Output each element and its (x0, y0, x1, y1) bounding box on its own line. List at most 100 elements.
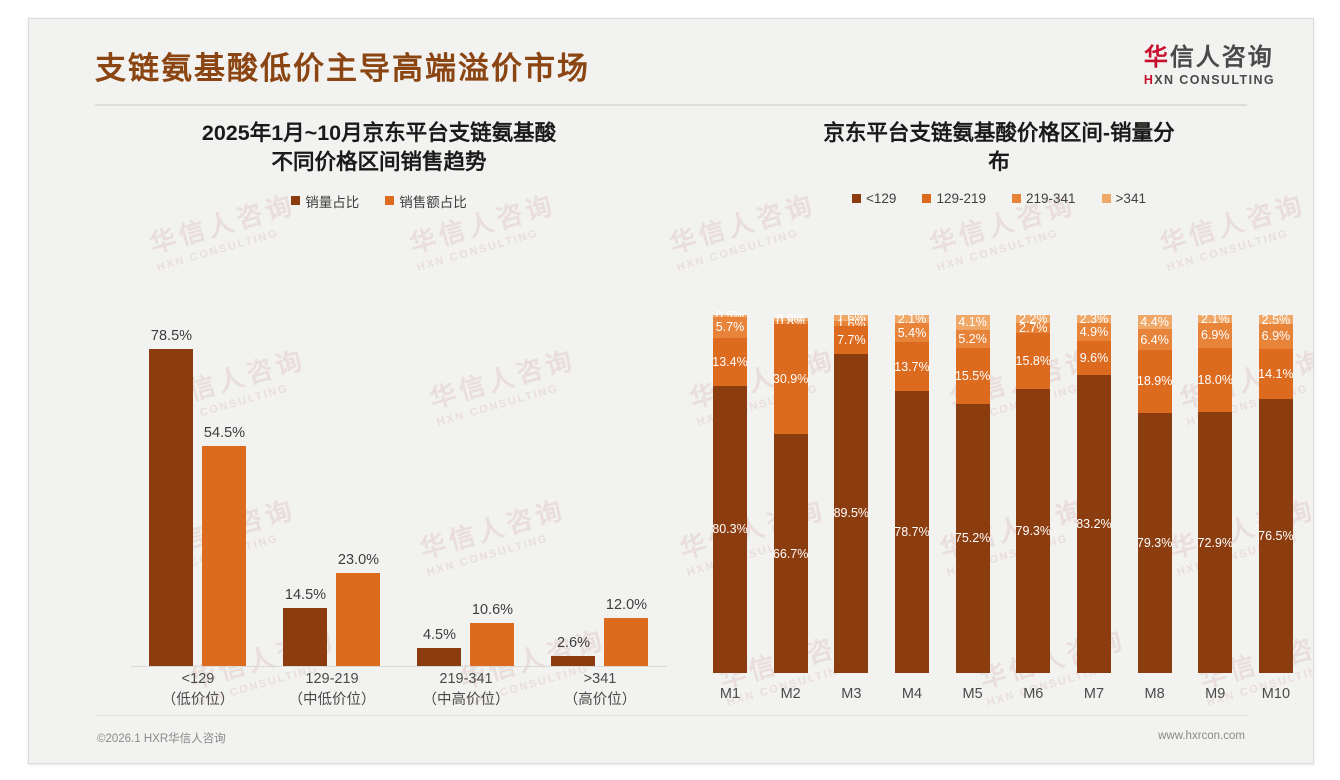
stacked-bar-segment[interactable]: 13.7% (894, 342, 930, 392)
bar-value-label: 14.5% (284, 586, 327, 603)
bar-column[interactable]: 23.0% (336, 323, 381, 666)
legend-swatch-icon (1012, 193, 1021, 203)
stacked-bar-segment[interactable]: 66.7% (773, 434, 808, 673)
stacked-bar-segment[interactable]: 14.1% (1258, 348, 1294, 400)
stacked-bar-segment[interactable]: 5.4% (894, 322, 929, 343)
legend-item[interactable]: <129 (852, 191, 896, 206)
segment-value-label: 2.1% (897, 312, 927, 327)
bar-column[interactable]: 4.5% (417, 323, 462, 666)
stacked-bar-segment[interactable]: 6.9% (1198, 322, 1233, 348)
stacked-bar-segment[interactable]: 80.3% (712, 385, 748, 673)
left-chart-panel: 2025年1月~10月京东平台支链氨基酸 不同价格区间销售趋势 销量占比 销售额占… (69, 119, 689, 719)
bar[interactable] (202, 446, 247, 666)
stacked-bar-segment[interactable]: 76.5% (1258, 399, 1294, 673)
stacked-bar-segment[interactable]: 4.9% (1076, 323, 1111, 341)
stacked-bar-segment[interactable]: 2.5% (1258, 312, 1293, 327)
segment-value-label: 78.7% (894, 525, 930, 540)
bar[interactable] (417, 647, 462, 666)
stacked-bar-segment[interactable]: 13.4% (712, 337, 748, 386)
stacked-bar-segment[interactable]: 2.3% (1076, 312, 1111, 326)
legend-item[interactable]: >341 (1101, 191, 1146, 206)
footer-website[interactable]: www.hxrcon.com (1158, 730, 1245, 742)
bar-column[interactable]: 12.0% (604, 323, 649, 666)
segment-value-label: 2.7% (1019, 320, 1048, 335)
stacked-bar-segment[interactable]: 6.9% (1258, 323, 1293, 349)
left-chart-title-line1: 2025年1月~10月京东平台支链氨基酸 (201, 121, 557, 145)
stacked-bar-column[interactable]: 4.1% 5.2% 15.5% 75.2% (954, 315, 991, 673)
stacked-bar-segment[interactable]: 2.1% (894, 312, 929, 327)
stacked-bar-segment[interactable]: 2.1% (1198, 312, 1233, 327)
stacked-bar-column[interactable]: 2.2% 2.7% 15.8% 79.3% (1015, 312, 1052, 673)
stacked-bar-segment[interactable]: 5.7% (713, 317, 747, 338)
stacked-bar-segment[interactable]: 15.5% (954, 348, 991, 404)
legend-swatch-icon (852, 193, 862, 203)
x-axis-category-label: 219-341 （中高价位） (404, 669, 527, 713)
segment-value-label: 15.8% (1015, 353, 1052, 368)
x-axis-category-label: M2 (780, 686, 801, 702)
stacked-bar-segment[interactable]: 18.0% (1198, 347, 1233, 413)
stacked-bar-segment[interactable]: 72.9% (1198, 412, 1233, 673)
segment-value-label: 79.3% (1136, 535, 1173, 550)
x-axis-category-label: M8 (1144, 686, 1165, 702)
x-axis-category-label: M4 (901, 686, 923, 702)
stacked-bar-segment[interactable]: 15.8% (1015, 332, 1052, 390)
left-chart-legend: 销量占比 销售额占比 (69, 191, 689, 211)
bar-column[interactable]: 10.6% (470, 323, 515, 666)
stacked-bar-segment[interactable]: 4.4% (1137, 314, 1172, 330)
stacked-bar-column[interactable]: 2.5% 6.9% 14.1% 76.5% (1258, 312, 1294, 673)
stacked-bar-segment[interactable]: 79.3% (1016, 389, 1051, 673)
right-chart-title: 京东平台支链氨基酸价格区间-销量分 布 (689, 119, 1309, 177)
stacked-bar-segment[interactable]: 89.5% (834, 353, 869, 673)
category-name: 129-219 (305, 671, 359, 687)
stacked-bar-segment[interactable]: 2.7% (1016, 320, 1051, 335)
segment-value-label: 13.7% (894, 359, 930, 374)
bar[interactable] (336, 573, 381, 666)
bar-value-label: 54.5% (203, 425, 246, 442)
stacked-bar-column[interactable]: 4.4% 6.4% 18.9% 79.3% (1136, 314, 1173, 673)
segment-value-label: 76.5% (1258, 529, 1294, 544)
legend-item[interactable]: 129-219 (922, 191, 986, 206)
bar[interactable] (283, 607, 328, 666)
stacked-bar-segment[interactable]: 5.2% (955, 329, 990, 349)
header-divider (95, 104, 1247, 106)
stacked-bar-segment[interactable]: 2.2% (1016, 312, 1051, 326)
stacked-bar-column[interactable]: 2.1% 5.4% 13.7% 78.7% (894, 312, 930, 673)
stacked-bar-segment[interactable]: 4.1% (955, 315, 990, 330)
segment-value-label: 9.6% (1079, 350, 1109, 365)
x-axis-category-label: >341 （高价位） (538, 669, 661, 713)
bar[interactable] (604, 617, 649, 666)
bar-column[interactable]: 14.5% (283, 323, 328, 666)
bar-column[interactable]: 2.6% (551, 323, 596, 666)
segment-value-label: 2.5% (1261, 312, 1291, 327)
stacked-bar-segment[interactable]: 9.6% (1076, 340, 1111, 376)
segment-value-label: 2.1% (1201, 312, 1230, 327)
stacked-bar-segment[interactable]: 79.3% (1136, 412, 1173, 673)
segment-value-label: 4.9% (1079, 325, 1109, 340)
bar[interactable] (551, 655, 596, 666)
stacked-bar-column[interactable]: 2.3% 4.9% 9.6% 83.2% (1076, 312, 1112, 673)
stacked-bar-column[interactable]: 0.9% 0.8% 30.9% 66.7% (773, 312, 808, 673)
stacked-bar-segment[interactable]: 75.2% (955, 403, 990, 673)
segment-value-label: 7.7% (837, 333, 866, 348)
category-sublabel: （中低价位） (288, 691, 376, 708)
x-axis-category-label: <129 （低价位） (136, 669, 259, 713)
segment-value-label: 13.4% (712, 354, 748, 369)
legend-item[interactable]: 销售额占比 (385, 191, 467, 211)
stacked-bar-segment[interactable]: 7.7% (834, 326, 869, 354)
legend-item[interactable]: 219-341 (1012, 191, 1076, 206)
stacked-bar-segment[interactable]: 6.4% (1137, 329, 1172, 351)
bar-column[interactable]: 54.5% (202, 323, 247, 666)
bar-column[interactable]: 78.5% (149, 323, 194, 666)
stacked-bar-segment[interactable]: 78.7% (894, 391, 930, 673)
bar[interactable] (149, 349, 194, 666)
legend-item[interactable]: 销量占比 (291, 191, 359, 211)
stacked-bar-column[interactable]: 0.5%5.7%13.4%80.3% (712, 309, 748, 673)
bar-group: 14.5% 23.0% (270, 323, 393, 666)
bar[interactable] (470, 623, 515, 666)
stacked-bar-column[interactable]: 2.1% 6.9% 18.0% 72.9% (1198, 312, 1233, 673)
stacked-bar-segment[interactable]: 83.2% (1076, 375, 1112, 673)
stacked-bar-segment[interactable]: 30.9% (773, 323, 808, 435)
segment-value-label: 15.5% (954, 369, 991, 384)
stacked-bar-segment[interactable]: 18.9% (1137, 350, 1172, 413)
stacked-bar-column[interactable]: 1.6% 1.6% 7.7% 89.5% (834, 311, 869, 673)
